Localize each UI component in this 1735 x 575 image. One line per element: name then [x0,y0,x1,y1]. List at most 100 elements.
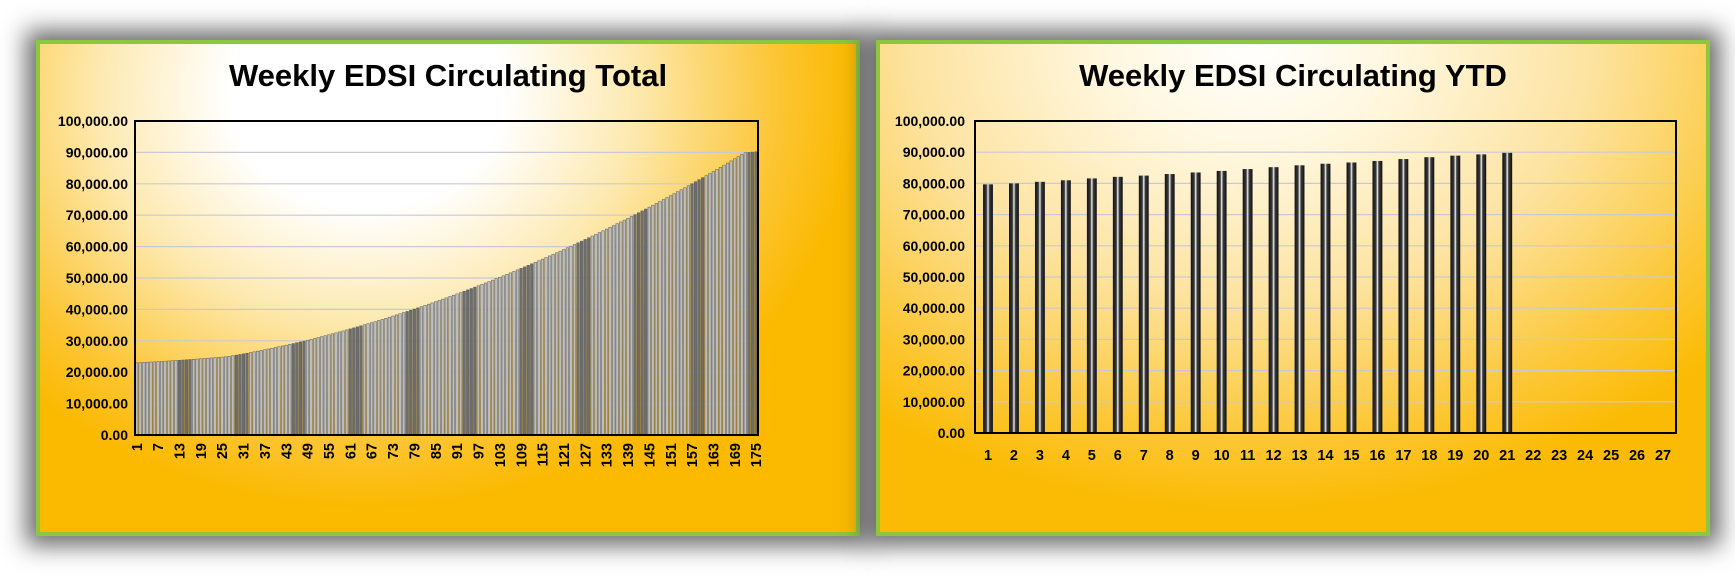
bar [686,185,691,436]
x-tick-label: 23 [1551,448,1567,464]
bar [679,189,683,436]
x-tick-label: 145 [642,443,658,467]
x-tick-label: 25 [1603,448,1619,464]
bar [715,169,719,436]
x-tick-label: 157 [685,443,701,467]
bar [448,296,452,436]
y-tick-label: 20,000.00 [903,363,965,379]
bar [263,349,267,436]
bar [569,245,573,436]
x-tick-label: 4 [1062,448,1070,464]
x-tick-label: 133 [600,443,616,467]
chart-title: Weekly EDSI Circulating Total [228,58,668,93]
bar [540,258,545,436]
y-tick-label: 40,000.00 [903,300,965,316]
bar [1164,174,1175,434]
bar [729,160,733,436]
bar [676,191,680,436]
x-tick-label: 11 [1240,448,1255,464]
bar [722,164,726,436]
bar [273,347,278,436]
bar [316,337,320,436]
x-tick-label: 19 [1447,448,1463,464]
x-tick-label: 8 [1166,448,1174,464]
bar [256,350,260,436]
bar [562,249,566,436]
x-tick-label: 121 [557,443,573,467]
bar [576,242,580,436]
bar [266,348,270,436]
bar [661,199,666,436]
bar [323,335,327,436]
y-tick-label: 30,000.00 [903,331,965,347]
bar [380,319,384,436]
bar [480,284,484,436]
bar [501,275,505,436]
bar [459,292,463,436]
x-tick-label: 5 [1088,448,1096,464]
bar [337,331,342,436]
bar [1268,167,1279,433]
bar [202,358,206,436]
bar [718,167,723,436]
x-tick-label: 115 [536,443,552,466]
x-tick-label: 14 [1317,448,1333,464]
y-tick-label: 70,000.00 [66,207,128,223]
bar [508,272,513,436]
bar [220,356,224,436]
x-tick-label: 3 [1036,448,1044,464]
bar [159,361,164,436]
bar [590,235,594,436]
bar [245,352,249,436]
y-tick-label: 50,000.00 [66,270,128,286]
bar [1009,183,1019,433]
x-tick-label: 31 [237,443,253,459]
x-tick-label: 2 [1010,448,1018,464]
bar [1086,178,1097,433]
bar [672,193,676,436]
bar [637,212,641,436]
bar [483,282,488,436]
bar [359,325,363,436]
bar [348,328,352,436]
bar [473,286,477,436]
y-tick-label: 60,000.00 [66,239,128,255]
bar [252,351,256,436]
bar [512,271,516,436]
bar [1138,175,1149,433]
bar [665,197,669,436]
bar [626,218,630,436]
bar [434,301,438,436]
bar [740,154,744,436]
bar [533,261,537,436]
x-tick-label: 9 [1192,448,1200,464]
bar [426,303,431,436]
bar [238,354,242,436]
bar [505,274,509,436]
bar [423,305,427,436]
bar [601,230,605,436]
x-tick-label: 13 [173,443,189,459]
bar [515,269,520,436]
x-tick-label: 127 [578,443,594,467]
x-tick-label: 15 [1343,448,1359,464]
bar [523,266,527,436]
y-tick-label: 100,000.00 [58,113,128,129]
bar [305,339,310,436]
bar [309,339,313,436]
x-tick-label: 22 [1525,448,1541,464]
bar [1346,162,1357,433]
bar [704,175,708,436]
bar [330,333,335,436]
bar [259,350,263,436]
bar [708,173,712,436]
bar [145,361,149,436]
bar [181,359,185,436]
bar [733,158,737,436]
x-tick-label: 103 [493,443,509,467]
bar [647,206,651,436]
bar [548,255,552,436]
bar [163,360,167,436]
bar [612,225,616,436]
bar [277,346,281,436]
